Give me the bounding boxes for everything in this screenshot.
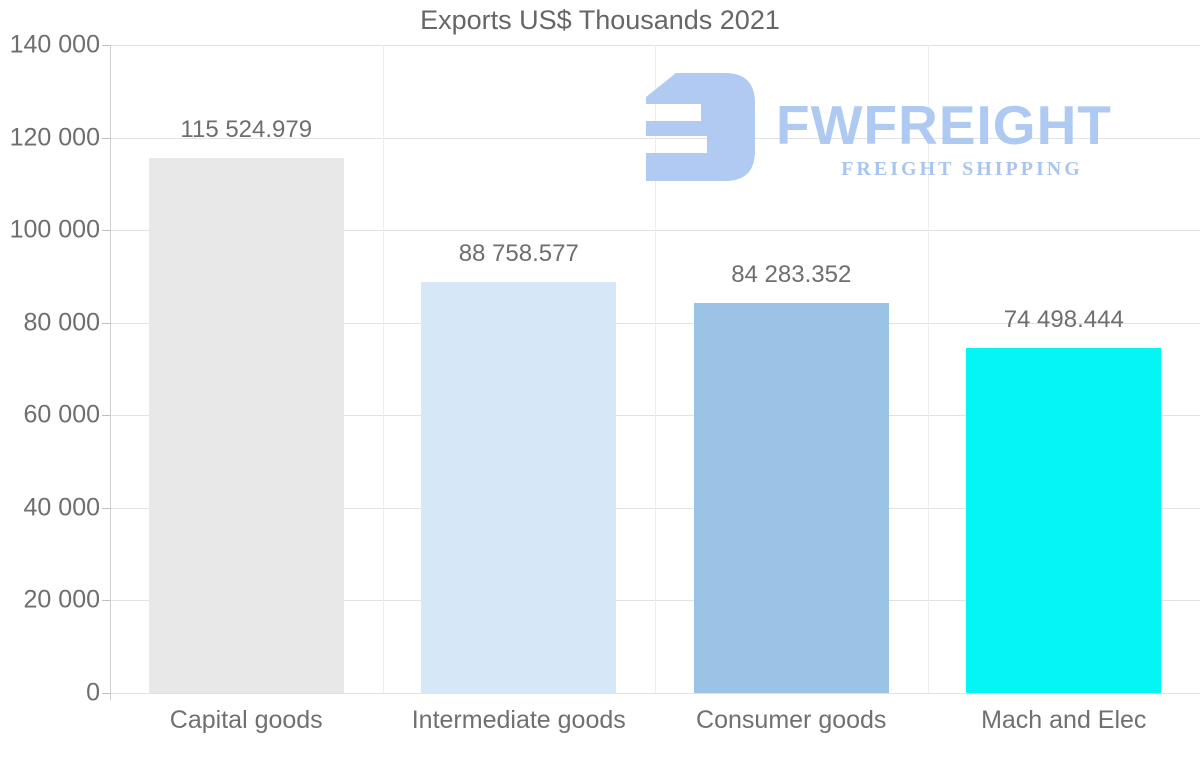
- y-axis-line: [110, 45, 111, 700]
- y-tick-label: 0: [86, 678, 100, 707]
- x-tick-label: Consumer goods: [696, 706, 887, 734]
- y-tick-label: 20 000: [23, 585, 100, 614]
- x-tick-label: Mach and Elec: [981, 706, 1147, 734]
- y-axis-tick: [102, 693, 111, 694]
- bar-value-label: 88 758.577: [458, 240, 579, 268]
- y-axis-tick: [102, 322, 111, 324]
- chart-title: Exports US$ Thousands 2021: [420, 5, 780, 35]
- x-tick-label: Intermediate goods: [411, 706, 626, 734]
- y-axis-tick: [102, 507, 111, 509]
- y-axis-tick: [102, 137, 111, 139]
- y-axis-tick: [102, 230, 111, 232]
- bar-value-label: 115 524.979: [180, 116, 313, 144]
- category-gridline: [655, 45, 656, 693]
- y-tick-label: 100 000: [9, 215, 100, 244]
- bar-consumer-goods: [693, 302, 889, 693]
- y-tick-label: 40 000: [23, 493, 100, 522]
- bar-capital-goods: [148, 158, 344, 693]
- y-tick-label: 60 000: [23, 400, 100, 429]
- fwfreight-logo-icon: [646, 73, 755, 181]
- x-tick-label: Capital goods: [169, 706, 323, 734]
- bar-intermediate-goods: [421, 282, 617, 693]
- y-gridline: [110, 693, 1200, 694]
- y-tick-label: 120 000: [9, 123, 100, 152]
- category-gridline: [927, 45, 929, 693]
- bar-value-label: 74 498.444: [1003, 306, 1124, 334]
- category-gridline: [382, 45, 384, 693]
- y-axis-tick: [102, 45, 111, 46]
- bar-mach-and-elec: [966, 348, 1162, 693]
- y-tick-label: 140 000: [9, 30, 100, 59]
- watermark-tagline-text: FREIGHT SHIPPING: [841, 158, 1083, 180]
- y-axis-tick: [102, 600, 111, 602]
- watermark-brand-text: FWFREIGHT: [776, 94, 1112, 156]
- fwfreight-watermark: FWFREIGHT FREIGHT SHIPPING: [645, 70, 1150, 182]
- fwfreight-logo-glyph: [646, 73, 755, 181]
- bar-value-label: 84 283.352: [731, 260, 852, 288]
- y-tick-label: 80 000: [23, 308, 100, 337]
- y-axis-tick: [102, 415, 111, 417]
